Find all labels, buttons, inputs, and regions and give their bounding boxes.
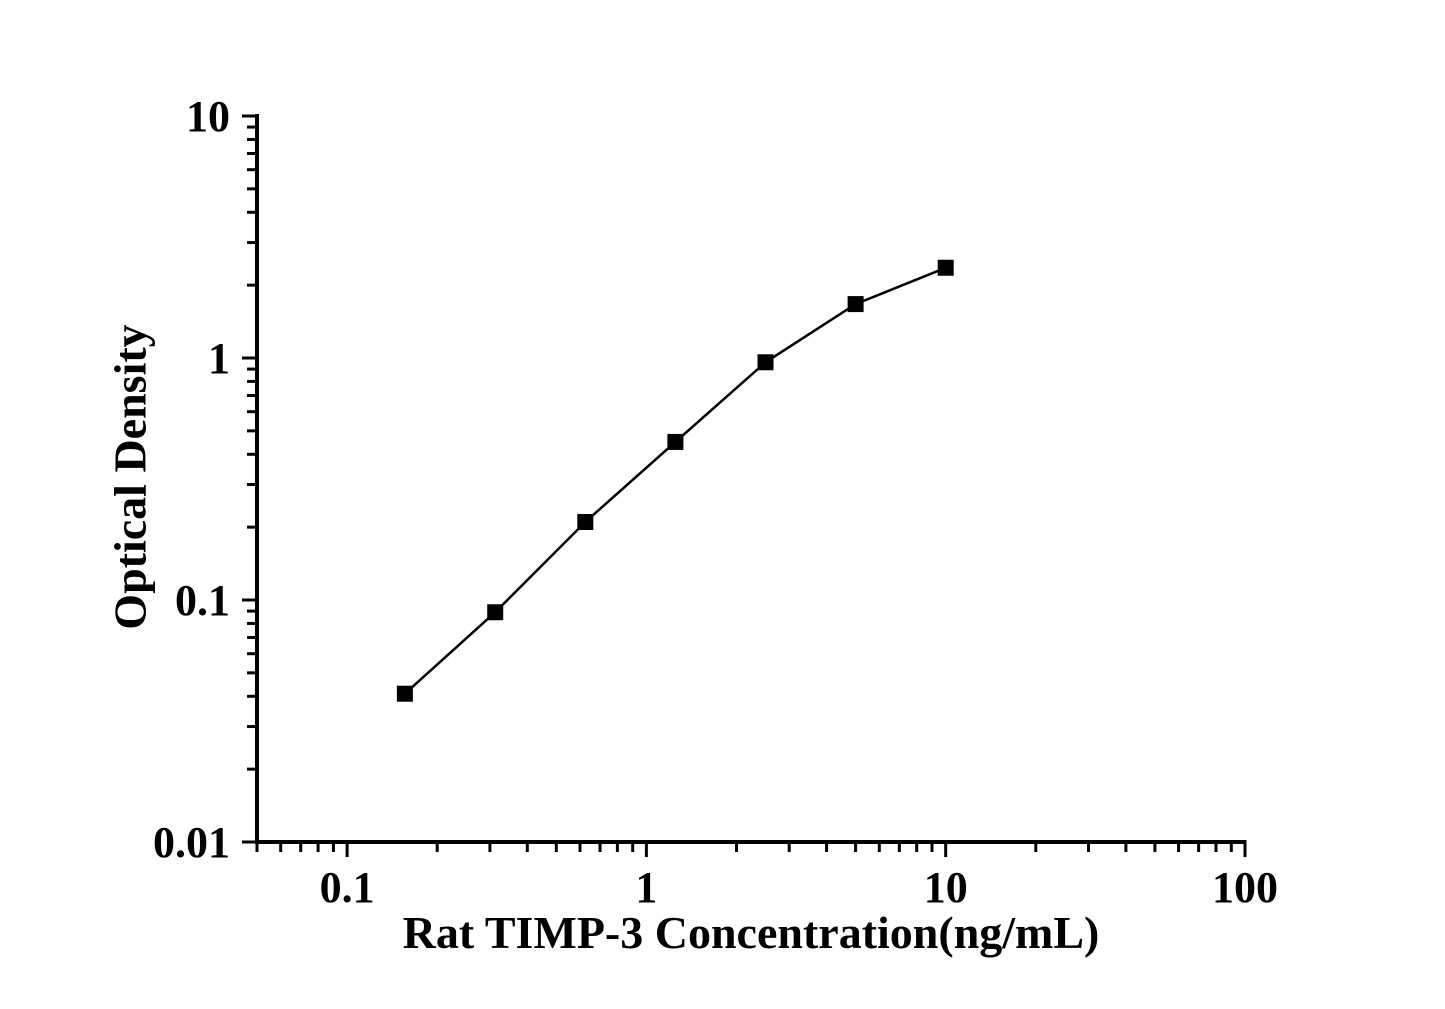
data-point-marker (487, 604, 504, 621)
data-point-marker (757, 354, 774, 371)
y-axis-title: Optical Density (104, 324, 156, 630)
y-tick-label: 1 (208, 334, 230, 383)
y-tick-label: 0.1 (175, 576, 230, 625)
x-axis-title: Rat TIMP-3 Concentration(ng/mL) (402, 907, 1100, 958)
x-tick-label: 0.1 (320, 863, 375, 912)
data-point-marker (396, 685, 413, 702)
data-point-marker (577, 514, 594, 531)
data-point-marker (937, 259, 954, 276)
x-tick-label: 100 (1212, 863, 1278, 912)
data-point-marker (847, 296, 864, 313)
y-tick-label: 10 (186, 92, 230, 141)
x-tick-label: 10 (924, 863, 968, 912)
y-tick-label: 0.01 (153, 818, 230, 867)
data-point-marker (667, 433, 684, 450)
series-line (404, 266, 947, 695)
x-tick-label: 1 (635, 863, 657, 912)
